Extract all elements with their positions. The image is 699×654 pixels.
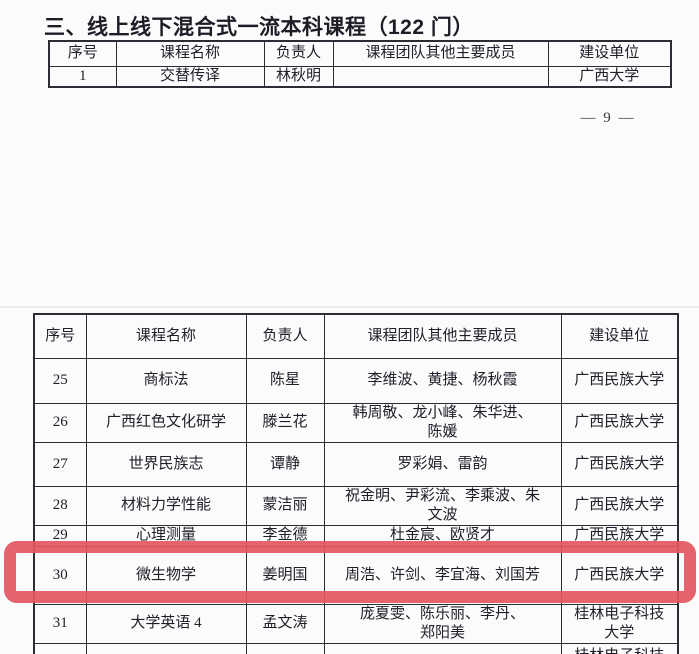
- cell-team: 黎莲花、张恒俊、唐源: [323, 642, 562, 654]
- course-table-page9: 序号 课程名称 负责人 课程团队其他主要成员 建设单位 1 交替传译 林秋明 广西大学: [48, 40, 672, 88]
- cell-course: 微生物学: [85, 545, 247, 605]
- cell-no: 28: [33, 485, 87, 526]
- cell-course: 心理测量: [85, 524, 247, 547]
- table-row: 26 广西红色文化研学 滕兰花 韩周敬、龙小峰、朱华进、 陈媛 广西民族大学: [33, 402, 679, 443]
- column-header: 课程名称: [85, 313, 247, 359]
- cell-leader: 蒙洁丽: [245, 485, 325, 526]
- table-row: 25 商标法 陈星 李维波、黄捷、杨秋霞 广西民族大学: [33, 357, 679, 404]
- cell-course: 电子测量与仪器: [85, 642, 247, 654]
- column-header: 课程团队其他主要成员: [332, 40, 549, 67]
- cell-leader: 黄新: [245, 642, 325, 654]
- cell-unit: 广西大学: [547, 65, 672, 87]
- column-header: 建设单位: [547, 40, 672, 67]
- cell-unit: 广西民族大学: [560, 357, 679, 404]
- cell-team: 李维波、黄捷、杨秋霞: [323, 357, 562, 404]
- cell-no: 1: [48, 65, 117, 87]
- table-row: 30 微生物学 姜明国 周浩、许剑、李宜海、刘国芳 广西民族大学: [33, 545, 679, 605]
- cell-leader: 李金德: [245, 524, 325, 547]
- table-row: 31 大学英语 4 孟文涛 庞夏雯、陈乐丽、李丹、 郑阳美 桂林电子科技 大学: [33, 603, 679, 644]
- cell-unit: 广西民族大学: [560, 485, 679, 526]
- cell-team: [332, 65, 549, 87]
- cell-no: 30: [33, 545, 87, 605]
- cell-leader: 滕兰花: [245, 402, 325, 443]
- table-row: 29 心理测量 李金德 杜金宸、欧贤才 广西民族大学: [33, 524, 679, 547]
- column-header: 课程名称: [115, 40, 265, 67]
- cell-no: 27: [33, 441, 87, 487]
- column-header: 负责人: [245, 313, 325, 359]
- table-row: 27 世界民族志 谭静 罗彩娟、雷韵 广西民族大学: [33, 441, 679, 487]
- cell-team: 杜金宸、欧贤才: [323, 524, 562, 547]
- column-header: 序号: [33, 313, 87, 359]
- header-row: 序号 课程名称 负责人 课程团队其他主要成员 建设单位: [33, 313, 679, 359]
- column-header: 建设单位: [560, 313, 679, 359]
- cell-unit: 广西民族大学: [560, 545, 679, 605]
- cell-no: 25: [33, 357, 87, 404]
- cell-team: 周浩、许剑、李宜海、刘国芳: [323, 545, 562, 605]
- cell-no: 26: [33, 402, 87, 443]
- column-header: 负责人: [263, 40, 334, 67]
- cell-leader: 陈星: [245, 357, 325, 404]
- table-row: 32电子测量与仪器黄新黎莲花、张恒俊、唐源桂林电子科技 大学: [33, 642, 679, 654]
- table-row: 28 材料力学性能 蒙洁丽 祝金明、尹彩流、李乘波、朱 文波 广西民族大学: [33, 485, 679, 526]
- cell-no: 31: [33, 603, 87, 644]
- cell-unit: 广西民族大学: [560, 524, 679, 547]
- cell-unit: 桂林电子科技 大学: [560, 603, 679, 644]
- cell-no: 32: [33, 642, 87, 654]
- cell-unit: 广西民族大学: [560, 441, 679, 487]
- page-divider: [0, 306, 699, 308]
- cell-course: 广西红色文化研学: [85, 402, 247, 443]
- cell-leader: 姜明国: [245, 545, 325, 605]
- cell-course: 商标法: [85, 357, 247, 404]
- cell-leader: 林秋明: [263, 65, 334, 87]
- cell-team: 庞夏雯、陈乐丽、李丹、 郑阳美: [323, 603, 562, 644]
- section-title: 三、线上线下混合式一流本科课程（122 门）: [44, 16, 474, 39]
- cell-unit: 广西民族大学: [560, 402, 679, 443]
- course-table-page10: 序号 课程名称 负责人 课程团队其他主要成员 建设单位 25 商标法 陈星 李维波、黄捷、杨秋霞…: [33, 313, 679, 654]
- cell-no: 29: [33, 524, 87, 547]
- header-row: 序号 课程名称 负责人 课程团队其他主要成员 建设单位: [48, 40, 672, 67]
- page-number: — 9 —: [580, 110, 636, 126]
- cell-course: 交替传译: [115, 65, 265, 87]
- column-header: 课程团队其他主要成员: [323, 313, 562, 359]
- cell-course: 世界民族志: [85, 441, 247, 487]
- cell-team: 罗彩娟、雷韵: [323, 441, 562, 487]
- table-row: 1 交替传译 林秋明 广西大学: [48, 65, 672, 87]
- cell-team: 祝金明、尹彩流、李乘波、朱 文波: [323, 485, 562, 526]
- cell-course: 大学英语 4: [85, 603, 247, 644]
- cell-leader: 孟文涛: [245, 603, 325, 644]
- column-header: 序号: [48, 40, 117, 67]
- cell-leader: 谭静: [245, 441, 325, 487]
- cell-unit: 桂林电子科技 大学: [560, 642, 679, 654]
- cell-course: 材料力学性能: [85, 485, 247, 526]
- cell-team: 韩周敬、龙小峰、朱华进、 陈媛: [323, 402, 562, 443]
